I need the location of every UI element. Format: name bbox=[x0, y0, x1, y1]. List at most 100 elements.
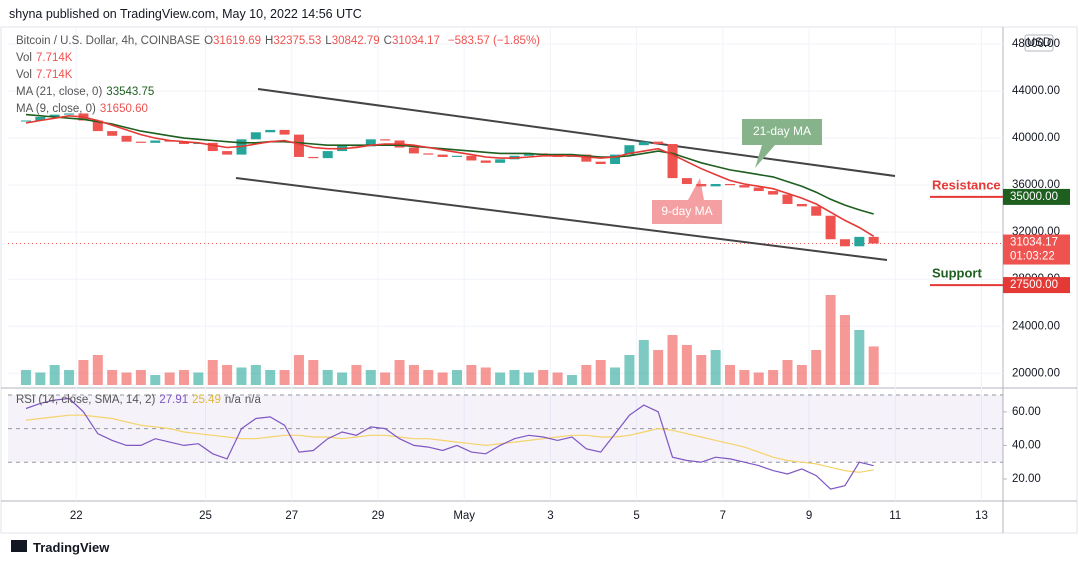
line bbox=[25, 114, 875, 237]
rsi-tick-label: 20.00 bbox=[1012, 473, 1041, 485]
volume-bar bbox=[667, 335, 678, 385]
candle bbox=[293, 134, 304, 157]
volume-bar bbox=[92, 355, 103, 385]
candle bbox=[495, 159, 506, 163]
volume-bar bbox=[681, 345, 692, 385]
volume-bar bbox=[20, 370, 31, 385]
candle bbox=[710, 183, 721, 187]
candle bbox=[279, 129, 290, 135]
y-tick-label: 40000.00 bbox=[1012, 132, 1060, 144]
x-tick-label: 22 bbox=[70, 510, 83, 522]
candle bbox=[64, 113, 75, 115]
currency: USD bbox=[1027, 37, 1051, 49]
volume-bar bbox=[710, 350, 721, 385]
volume-bar bbox=[236, 367, 247, 385]
volume-bar bbox=[566, 375, 577, 385]
candle bbox=[35, 116, 46, 121]
volume-bar bbox=[322, 370, 333, 385]
volume-bar bbox=[452, 370, 463, 385]
vol-name: Vol bbox=[16, 69, 32, 81]
volume-bar bbox=[49, 365, 60, 385]
y-tick-label: 20000.00 bbox=[1012, 367, 1060, 379]
volume-bar bbox=[308, 360, 319, 385]
candle bbox=[437, 154, 448, 157]
volume-bar bbox=[150, 375, 161, 385]
volume-bar bbox=[250, 365, 261, 385]
volume-bar bbox=[337, 372, 348, 385]
volume-bar bbox=[581, 365, 592, 385]
candle bbox=[121, 135, 132, 142]
volume-bar bbox=[523, 372, 534, 385]
candle bbox=[207, 142, 218, 152]
symbol: Bitcoin / U.S. Dollar, 4h, COINBASE bbox=[16, 35, 201, 47]
volume-bar bbox=[293, 355, 304, 385]
candle bbox=[811, 206, 822, 216]
y-tick-label: 48000.00 bbox=[1012, 38, 1060, 50]
level-value: 35000.00 bbox=[1010, 191, 1058, 203]
frame bbox=[0, 26, 1078, 534]
volume-bar bbox=[423, 370, 434, 385]
volume-bar bbox=[466, 365, 477, 385]
annotation: 21-day MA bbox=[753, 124, 811, 138]
brand: TradingView bbox=[33, 540, 110, 555]
candle bbox=[768, 191, 779, 195]
volume-bar bbox=[222, 365, 233, 385]
level-box bbox=[1003, 188, 1070, 205]
y-tick-label: 24000.00 bbox=[1012, 320, 1060, 332]
candle bbox=[250, 132, 261, 140]
candle bbox=[480, 160, 491, 163]
vol-value: 7.714K bbox=[36, 69, 73, 81]
volume-bar bbox=[437, 372, 448, 385]
candle bbox=[667, 144, 678, 179]
legend-vol: Vol 7.714K bbox=[16, 52, 76, 64]
vol-value: 7.714K bbox=[36, 52, 73, 64]
volume-bar bbox=[854, 330, 865, 385]
volume-bar bbox=[552, 372, 563, 385]
volume-bar bbox=[135, 370, 146, 385]
volume-bar bbox=[380, 372, 391, 385]
rsi-tick-label: 40.00 bbox=[1012, 439, 1041, 451]
candle bbox=[107, 131, 118, 136]
volume-bar bbox=[121, 372, 132, 385]
logo bbox=[11, 540, 27, 552]
x-tick-label: 7 bbox=[720, 510, 726, 522]
rsi-value: 27.91 bbox=[159, 394, 189, 406]
candle bbox=[681, 178, 692, 184]
annotation-box bbox=[742, 119, 822, 168]
volume-bar bbox=[739, 370, 750, 385]
volume-bar bbox=[193, 372, 204, 385]
candle bbox=[624, 145, 635, 155]
candle bbox=[222, 151, 233, 155]
candle bbox=[796, 203, 807, 207]
volume-bar bbox=[811, 350, 822, 385]
candle bbox=[739, 185, 750, 188]
volume-bar bbox=[753, 372, 764, 385]
annotation: 9-day MA bbox=[661, 204, 712, 218]
x-tick-label: 5 bbox=[633, 510, 639, 522]
candle bbox=[653, 141, 664, 145]
y-tick-label: 44000.00 bbox=[1012, 85, 1060, 97]
x-tick-label: 29 bbox=[372, 510, 385, 522]
candle bbox=[854, 236, 865, 247]
volume-bar bbox=[78, 360, 89, 385]
candle bbox=[308, 156, 319, 159]
y-tick-label: 36000.00 bbox=[1012, 179, 1060, 191]
change: −583.57 (−1.85%) bbox=[447, 35, 541, 47]
volume-bar bbox=[595, 360, 606, 385]
volume-bar bbox=[782, 360, 793, 385]
candle bbox=[179, 141, 190, 145]
ma-name: MA (21, close, 0) bbox=[16, 86, 103, 98]
rsi-tick-label: 60.00 bbox=[1012, 406, 1041, 418]
candle bbox=[581, 154, 592, 162]
candle bbox=[753, 187, 764, 192]
line bbox=[25, 414, 874, 473]
line bbox=[25, 397, 874, 490]
candle bbox=[825, 215, 836, 240]
volume-bar bbox=[107, 370, 118, 385]
legend-vol: Vol 7.714K bbox=[16, 69, 76, 81]
line bbox=[25, 113, 874, 215]
candle bbox=[782, 194, 793, 204]
x-tick-label: 9 bbox=[806, 510, 812, 522]
